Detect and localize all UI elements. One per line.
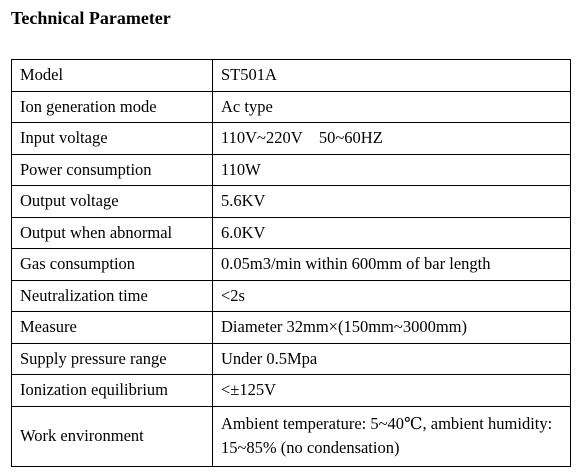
table-row: Ion generation mode Ac type	[11, 90, 571, 123]
table-row: Gas consumption 0.05m3/min within 600mm …	[11, 248, 571, 281]
table-row: Measure Diameter 32mm×(150mm~3000mm)	[11, 311, 571, 344]
table-row: Supply pressure range Under 0.5Mpa	[11, 342, 571, 375]
param-value-neutralization-time: <2s	[212, 279, 571, 312]
param-label-power-consumption: Power consumption	[11, 153, 213, 186]
technical-parameter-table: Model ST501A Ion generation mode Ac type…	[11, 59, 571, 467]
param-label-ion-generation-mode: Ion generation mode	[11, 90, 213, 123]
param-value-work-environment: Ambient temperature: 5~40℃, ambient humi…	[212, 405, 571, 467]
table-row: Model ST501A	[11, 59, 571, 92]
param-label-output-voltage: Output voltage	[11, 185, 213, 218]
table-row: Work environment Ambient temperature: 5~…	[11, 405, 571, 467]
param-value-input-voltage: 110V~220V 50~60HZ	[212, 122, 571, 155]
param-value-gas-consumption: 0.05m3/min within 600mm of bar length	[212, 248, 571, 281]
table-row: Neutralization time <2s	[11, 279, 571, 312]
param-label-input-voltage: Input voltage	[11, 122, 213, 155]
param-label-supply-pressure-range: Supply pressure range	[11, 342, 213, 375]
param-label-measure: Measure	[11, 311, 213, 344]
param-label-output-when-abnormal: Output when abnormal	[11, 216, 213, 249]
param-value-supply-pressure-range: Under 0.5Mpa	[212, 342, 571, 375]
param-label-gas-consumption: Gas consumption	[11, 248, 213, 281]
param-value-output-when-abnormal: 6.0KV	[212, 216, 571, 249]
table-row: Power consumption 110W	[11, 153, 571, 186]
param-value-measure: Diameter 32mm×(150mm~3000mm)	[212, 311, 571, 344]
table-row: Input voltage 110V~220V 50~60HZ	[11, 122, 571, 155]
param-value-power-consumption: 110W	[212, 153, 571, 186]
param-value-model: ST501A	[212, 59, 571, 92]
param-value-output-voltage: 5.6KV	[212, 185, 571, 218]
table-row: Output voltage 5.6KV	[11, 185, 571, 218]
param-value-ionization-equilibrium: <±125V	[212, 374, 571, 407]
param-label-neutralization-time: Neutralization time	[11, 279, 213, 312]
page-title: Technical Parameter	[11, 8, 171, 28]
param-value-ion-generation-mode: Ac type	[212, 90, 571, 123]
param-label-model: Model	[11, 59, 213, 92]
table-row: Ionization equilibrium <±125V	[11, 374, 571, 407]
table-row: Output when abnormal 6.0KV	[11, 216, 571, 249]
param-label-work-environment: Work environment	[11, 405, 213, 467]
param-label-ionization-equilibrium: Ionization equilibrium	[11, 374, 213, 407]
